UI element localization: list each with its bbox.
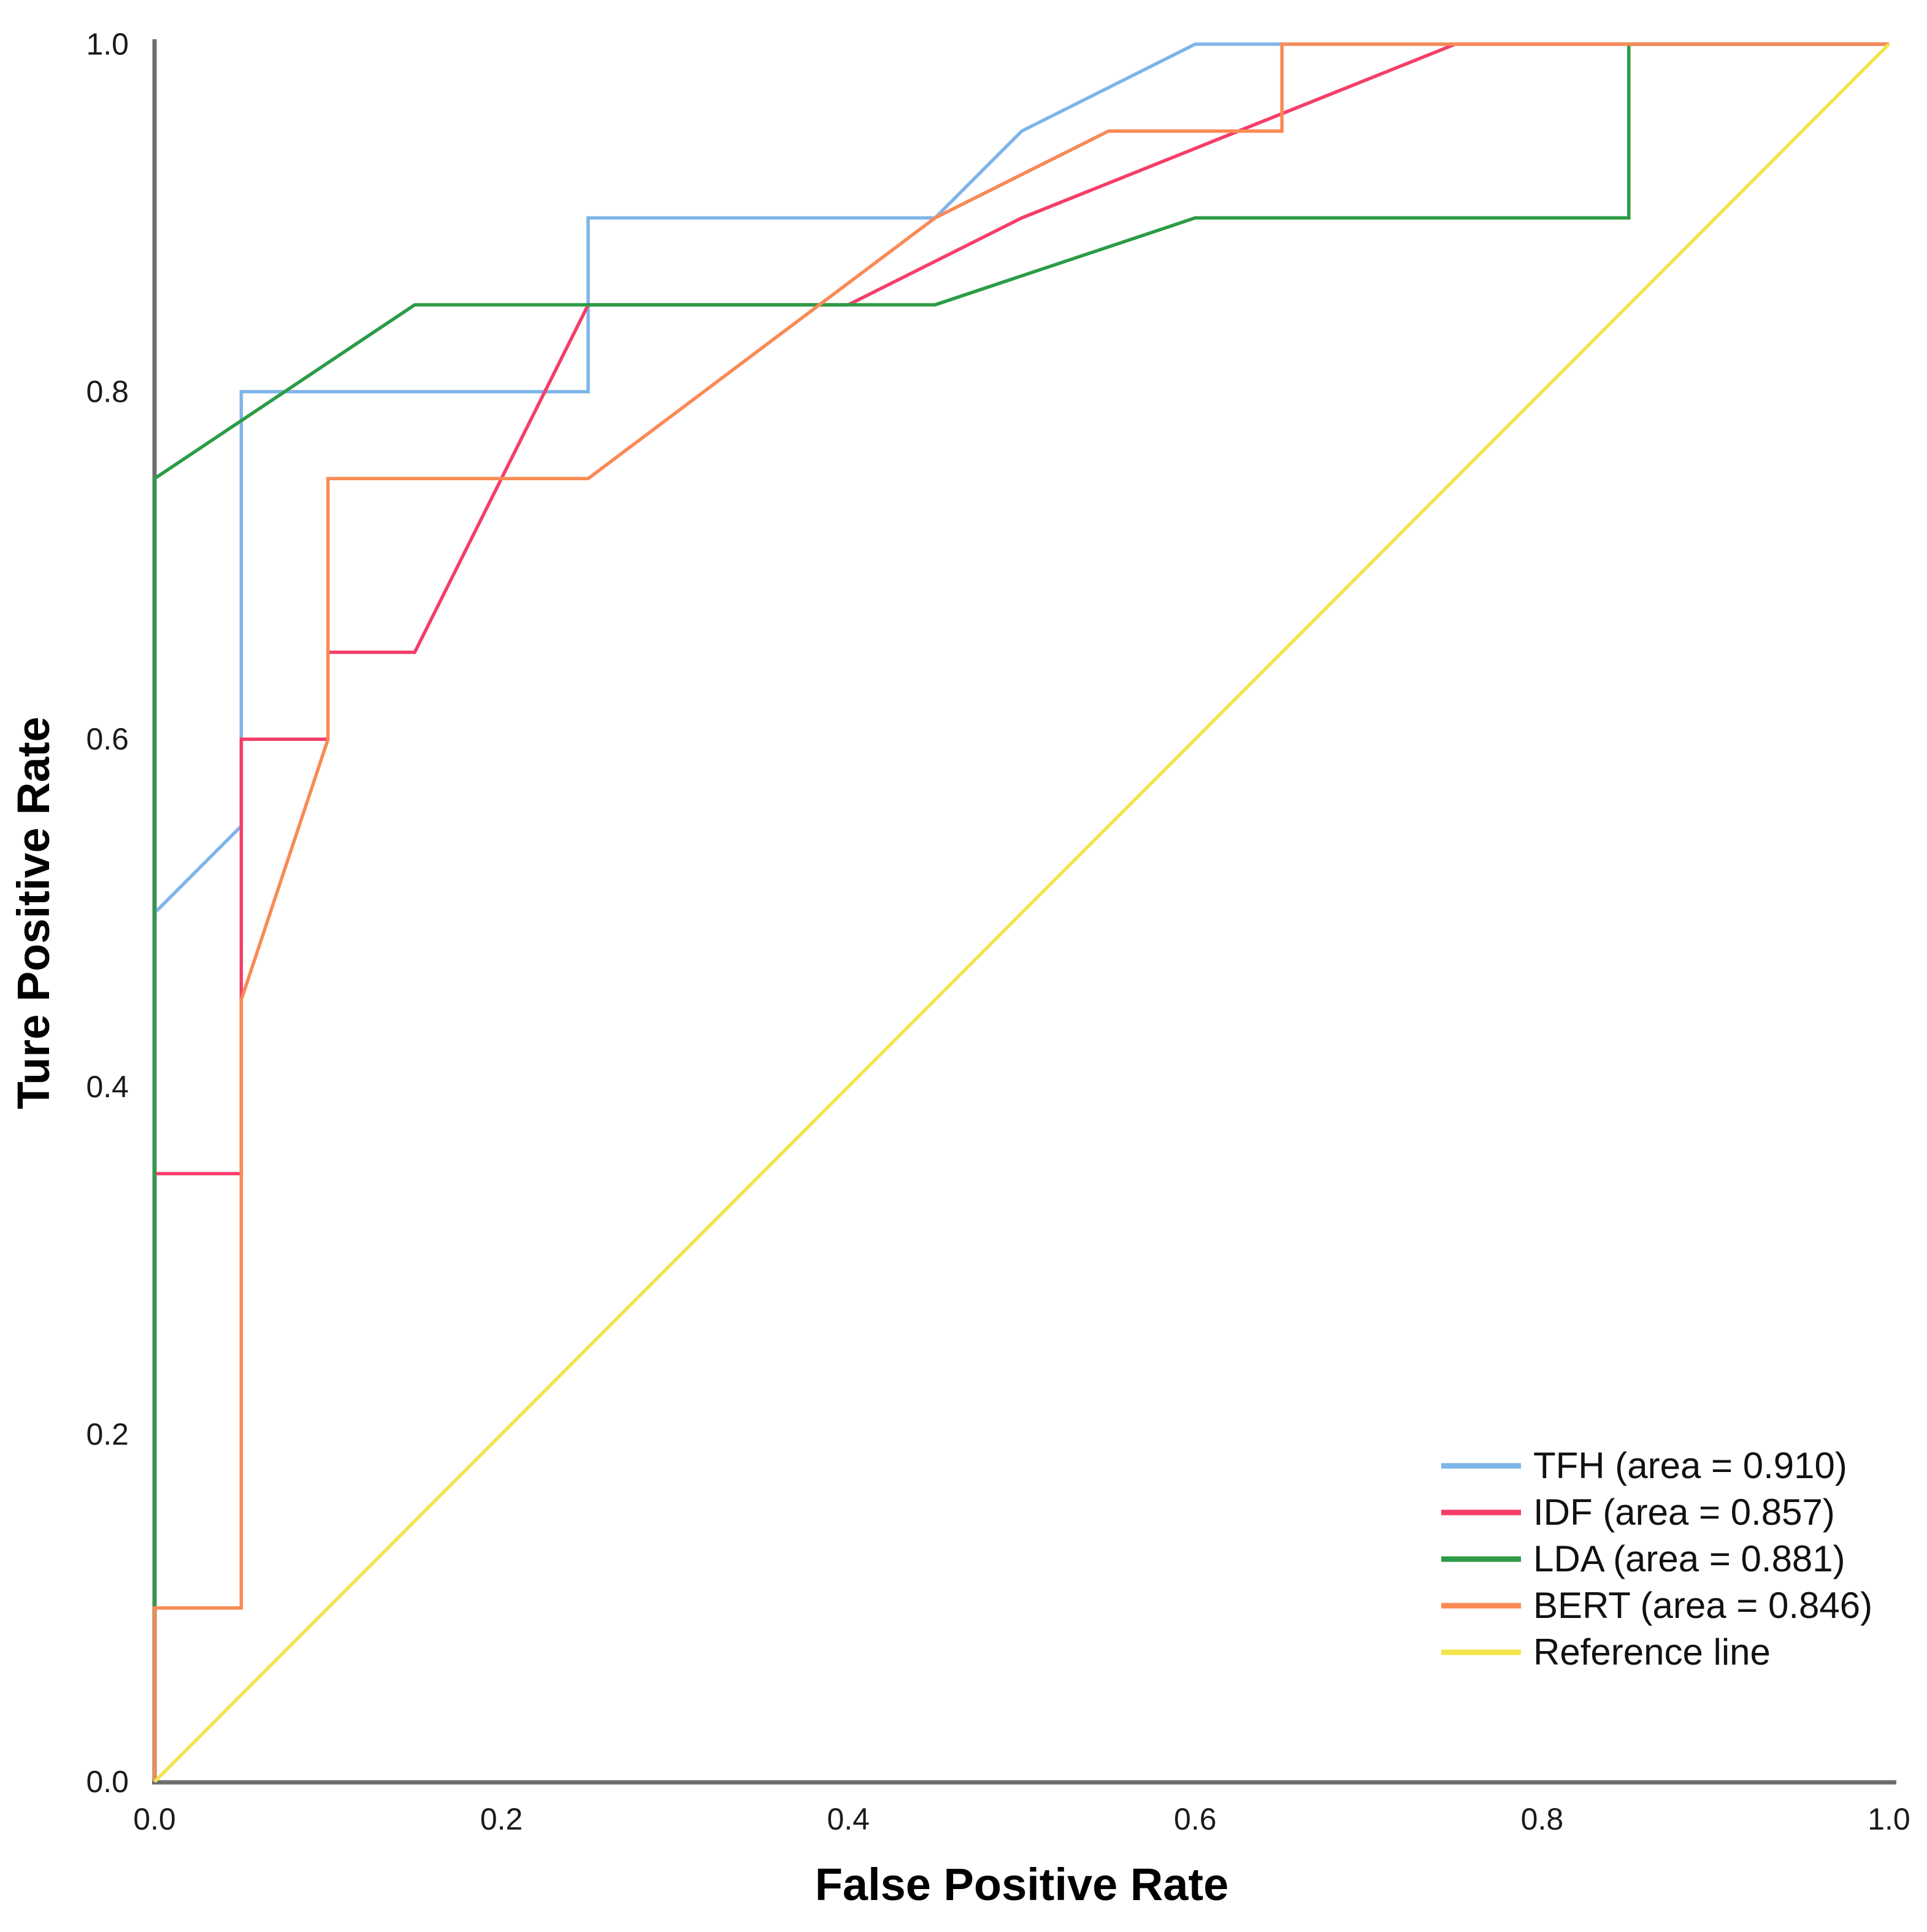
x-tick-label: 0.2 [480,1802,523,1836]
y-tick-label: 1.0 [86,27,129,61]
x-tick-label: 1.0 [1868,1802,1910,1836]
legend-item-label: Reference line [1533,1631,1771,1673]
x-tick-label: 0.6 [1174,1802,1217,1836]
series-line-idf [153,42,1889,1782]
legend-item-label: TFH (area = 0.910) [1533,1445,1847,1486]
x-axis-title: False Positive Rate [815,1859,1229,1910]
legend-item-label: IDF (area = 0.857) [1533,1492,1835,1533]
x-tick-label: 0.8 [1521,1802,1564,1836]
y-tick-label: 0.6 [86,722,129,756]
x-tick-label: 0.4 [827,1802,870,1836]
series-line-reference-line [153,43,1890,1783]
legend-item-label: LDA (area = 0.881) [1533,1538,1845,1579]
y-tick-label: 0.4 [86,1070,129,1104]
legend-item-label: BERT (area = 0.846) [1533,1585,1872,1626]
series-line-bert [153,42,1889,1782]
y-axis-title: Ture Positive Rate [8,716,59,1109]
x-tick-label: 0.0 [133,1802,176,1836]
series-line-lda [153,42,1889,1782]
y-tick-label: 0.0 [86,1765,129,1799]
y-tick-label: 0.8 [86,375,129,409]
y-tick-label: 0.2 [86,1417,129,1451]
